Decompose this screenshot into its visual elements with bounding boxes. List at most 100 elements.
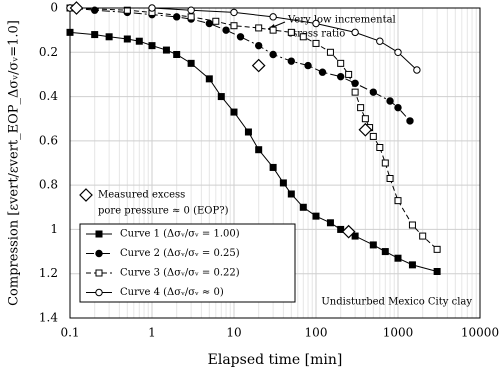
data-point (123, 35, 131, 43)
data-point (230, 22, 238, 30)
data-point (351, 232, 359, 240)
data-point (369, 88, 378, 96)
legend-label: Curve 4 (Δσᵥ/σᵥ ≈ 0) (120, 287, 224, 298)
x-tick-label: 1000 (383, 326, 414, 340)
y-tick-label: 1.2 (39, 266, 58, 280)
data-point (287, 57, 296, 65)
data-point (386, 175, 394, 182)
data-point (394, 48, 402, 56)
data-point (123, 6, 131, 14)
data-point (394, 103, 402, 112)
data-point (254, 41, 263, 50)
data-point (269, 163, 277, 171)
data-point (299, 203, 307, 211)
x-tick-label: 10000 (461, 326, 499, 340)
data-point (361, 115, 369, 123)
y-tick-label: 1 (50, 222, 58, 236)
legend-label: pore pressure ≈ 0 (EOP?) (98, 206, 229, 217)
data-point (212, 17, 220, 25)
data-point (381, 248, 389, 256)
data-point (269, 50, 277, 59)
data-point (433, 268, 441, 275)
data-point (413, 66, 421, 74)
data-point (369, 132, 377, 140)
y-tick-label: 1.4 (39, 311, 58, 325)
eop-marker (251, 58, 266, 73)
data-point (386, 97, 394, 105)
data-point (357, 104, 365, 112)
data-point (433, 245, 441, 253)
data-point (287, 190, 295, 198)
x-tick-label: 100 (305, 326, 328, 340)
legend-label: Curve 2 (Δσᵥ/σᵥ = 0.25) (120, 248, 240, 259)
data-point (187, 6, 195, 14)
y-tick-label: 0.2 (39, 45, 58, 59)
data-point (326, 219, 334, 227)
data-point (287, 28, 295, 36)
data-point (244, 128, 252, 136)
data-point (312, 19, 320, 28)
eop-marker (69, 1, 84, 15)
data-point (255, 146, 263, 154)
data-point (173, 51, 181, 58)
x-tick-label: 10 (226, 326, 241, 340)
x-tick-label: 0.1 (60, 326, 79, 340)
data-point (255, 24, 263, 32)
data-point (394, 254, 402, 262)
data-point (279, 179, 287, 187)
plot-frame (69, 7, 481, 319)
data-point (381, 159, 389, 167)
data-point (66, 28, 74, 36)
data-point (326, 48, 334, 56)
data-point (105, 33, 113, 41)
x-tick-label: 1 (148, 326, 156, 340)
data-point (394, 197, 402, 205)
x-axis-title: Elapsed time [min] (208, 352, 343, 368)
data-point (312, 39, 320, 47)
data-point (91, 31, 99, 39)
data-point (336, 72, 345, 81)
data-point (230, 8, 238, 17)
data-point (269, 26, 277, 34)
series-line (70, 7, 418, 71)
legend-marker (95, 230, 103, 238)
data-point (312, 212, 320, 220)
legend (79, 223, 296, 303)
y-axis-title: Compression [εvert/εvert_EOP_Δσᵥ/σᵥ=1.0] (7, 20, 22, 306)
data-point (318, 68, 327, 76)
data-point (230, 108, 238, 116)
data-point (351, 88, 359, 96)
annotation: Undisturbed Mexico City clay (321, 297, 472, 308)
data-point (337, 225, 345, 233)
data-point (406, 117, 414, 125)
legend-label: Curve 3 (Δσᵥ/σᵥ = 0.22) (120, 268, 240, 279)
data-point (376, 37, 384, 45)
legend-eop-marker (79, 188, 93, 202)
data-point (205, 19, 214, 28)
data-point (187, 13, 195, 21)
data-point (408, 261, 416, 269)
data-point (162, 46, 170, 54)
data-point (205, 75, 213, 83)
data-point (345, 70, 353, 78)
data-point (419, 232, 427, 240)
data-point (369, 241, 377, 249)
data-point (148, 42, 156, 50)
data-point (351, 28, 359, 37)
data-point (148, 4, 156, 12)
data-point (217, 93, 225, 101)
annotation: stress ratio (288, 29, 345, 40)
eop-marker (358, 122, 373, 137)
legend-label: Measured excess (98, 190, 185, 201)
y-tick-label: 0.8 (39, 178, 58, 192)
series-line (69, 7, 438, 250)
data-point (222, 26, 230, 34)
eop-marker (341, 224, 356, 239)
legend-marker (95, 269, 103, 277)
data-point (408, 221, 416, 229)
y-tick-label: 0 (50, 1, 58, 15)
data-point (376, 144, 384, 151)
y-tick-label: 0.4 (39, 89, 58, 103)
data-point (269, 13, 277, 21)
